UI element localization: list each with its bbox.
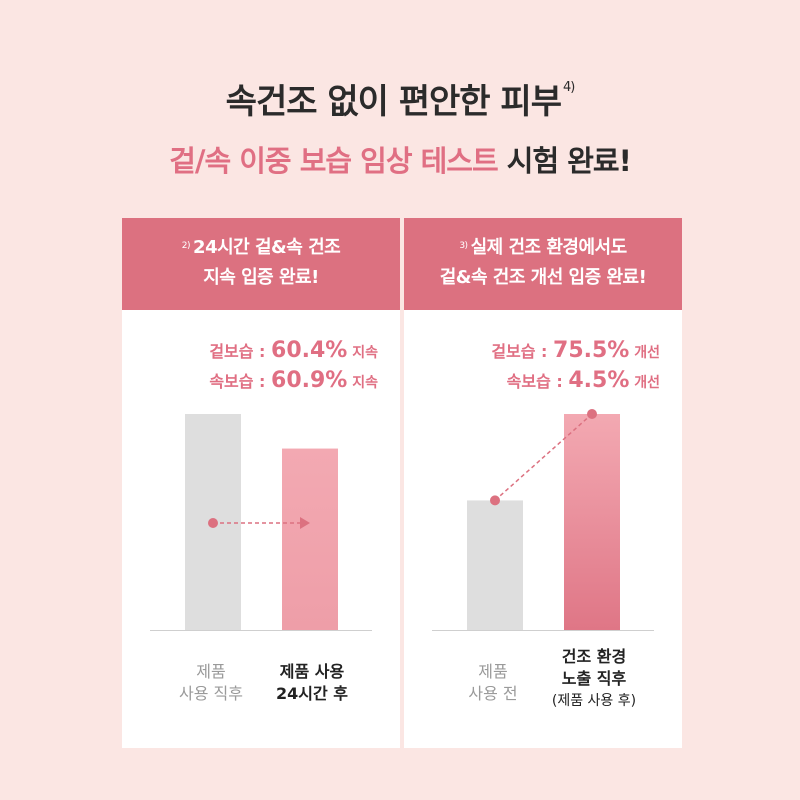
category-line: 건조 환경 [561, 647, 627, 666]
category-line: 제품 [196, 662, 226, 681]
panel-header-line1: 2) 24시간 겉&속 건조 [122, 233, 400, 263]
title-footnote: 4) [562, 80, 575, 95]
stat-suffix: 지속 [347, 375, 378, 391]
page-title: 속건조 없이 편안한 피부 4) [0, 74, 800, 123]
category-line: 사용 전 [468, 684, 518, 703]
category-line: 사용 직후 [179, 684, 243, 703]
trend-start-dot [490, 495, 500, 506]
panel-footnote: 2) [181, 241, 191, 251]
panel-header-line2: 지속 입증 완료! [203, 267, 319, 288]
panel-header-text1: 24시간 겉&속 건조 [193, 237, 341, 258]
stat-value: 60.9% [271, 368, 348, 393]
bar-before [467, 500, 523, 630]
panel-header: 3) 실제 건조 환경에서도 겉&속 건조 개선 입증 완료! [404, 218, 682, 310]
category-line: 제품 사용 [279, 662, 345, 681]
stat-inner-moisture: 속보습 : 60.9% 지속 [209, 368, 378, 393]
bar-after [564, 414, 620, 630]
category-label-before: 제품 사용 전 [448, 661, 538, 705]
stat-value: 75.5% [553, 338, 630, 363]
stat-suffix: 지속 [347, 345, 378, 361]
panel-footnote: 3) [459, 241, 468, 251]
category-line: 노출 직후 [561, 669, 627, 688]
stat-value: 4.5% [568, 368, 630, 393]
category-line: 제품 [478, 662, 508, 681]
trend-end-dot [587, 409, 597, 419]
panel-24h: 2) 24시간 겉&속 건조 지속 입증 완료! 겉보습 : 60.4% 지속 속… [122, 218, 400, 748]
panel-dry-environment: 3) 실제 건조 환경에서도 겉&속 건조 개선 입증 완료! 겉보습 : 75.… [404, 218, 682, 748]
category-label-after: 건조 환경 노출 직후 (제품 사용 후) [534, 646, 654, 712]
title-text: 속건조 없이 편안한 피부 [225, 82, 562, 122]
stat-suffix: 개선 [629, 375, 660, 391]
category-label-after: 제품 사용 24시간 후 [262, 661, 362, 705]
subtitle-highlight: 겉/속 이중 보습 임상 테스트 [169, 144, 498, 178]
panel-header: 2) 24시간 겉&속 건조 지속 입증 완료! [122, 218, 400, 310]
stat-label: 겉보습 : [209, 342, 272, 361]
category-line: 24시간 후 [276, 684, 348, 703]
bar-chart-24h [150, 414, 372, 631]
panel-header-line2: 겉&속 건조 개선 입증 완료! [439, 267, 647, 288]
stat-outer-moisture: 겉보습 : 75.5% 개선 [491, 338, 660, 363]
subtitle-rest: 시험 완료! [506, 144, 632, 178]
category-label-before: 제품 사용 직후 [166, 661, 256, 705]
stat-outer-moisture: 겉보습 : 60.4% 지속 [209, 338, 378, 363]
page-subtitle: 겉/속 이중 보습 임상 테스트 시험 완료! [0, 138, 800, 180]
stat-label: 겉보습 : [491, 342, 554, 361]
trend-line [494, 413, 593, 501]
stat-label: 속보습 : [506, 372, 569, 391]
trend-start-dot [208, 518, 218, 528]
bar-chart-dry-env [432, 409, 654, 631]
bar-after [282, 448, 338, 630]
panel-header-text1: 실제 건조 환경에서도 [470, 237, 628, 258]
trend-arrow-head [300, 517, 310, 529]
panel-header-line1: 3) 실제 건조 환경에서도 [404, 233, 682, 263]
stat-value: 60.4% [271, 338, 348, 363]
stat-label: 속보습 : [209, 372, 272, 391]
stat-suffix: 개선 [629, 345, 660, 361]
stat-inner-moisture: 속보습 : 4.5% 개선 [507, 368, 660, 393]
category-line: (제품 사용 후) [551, 693, 637, 709]
